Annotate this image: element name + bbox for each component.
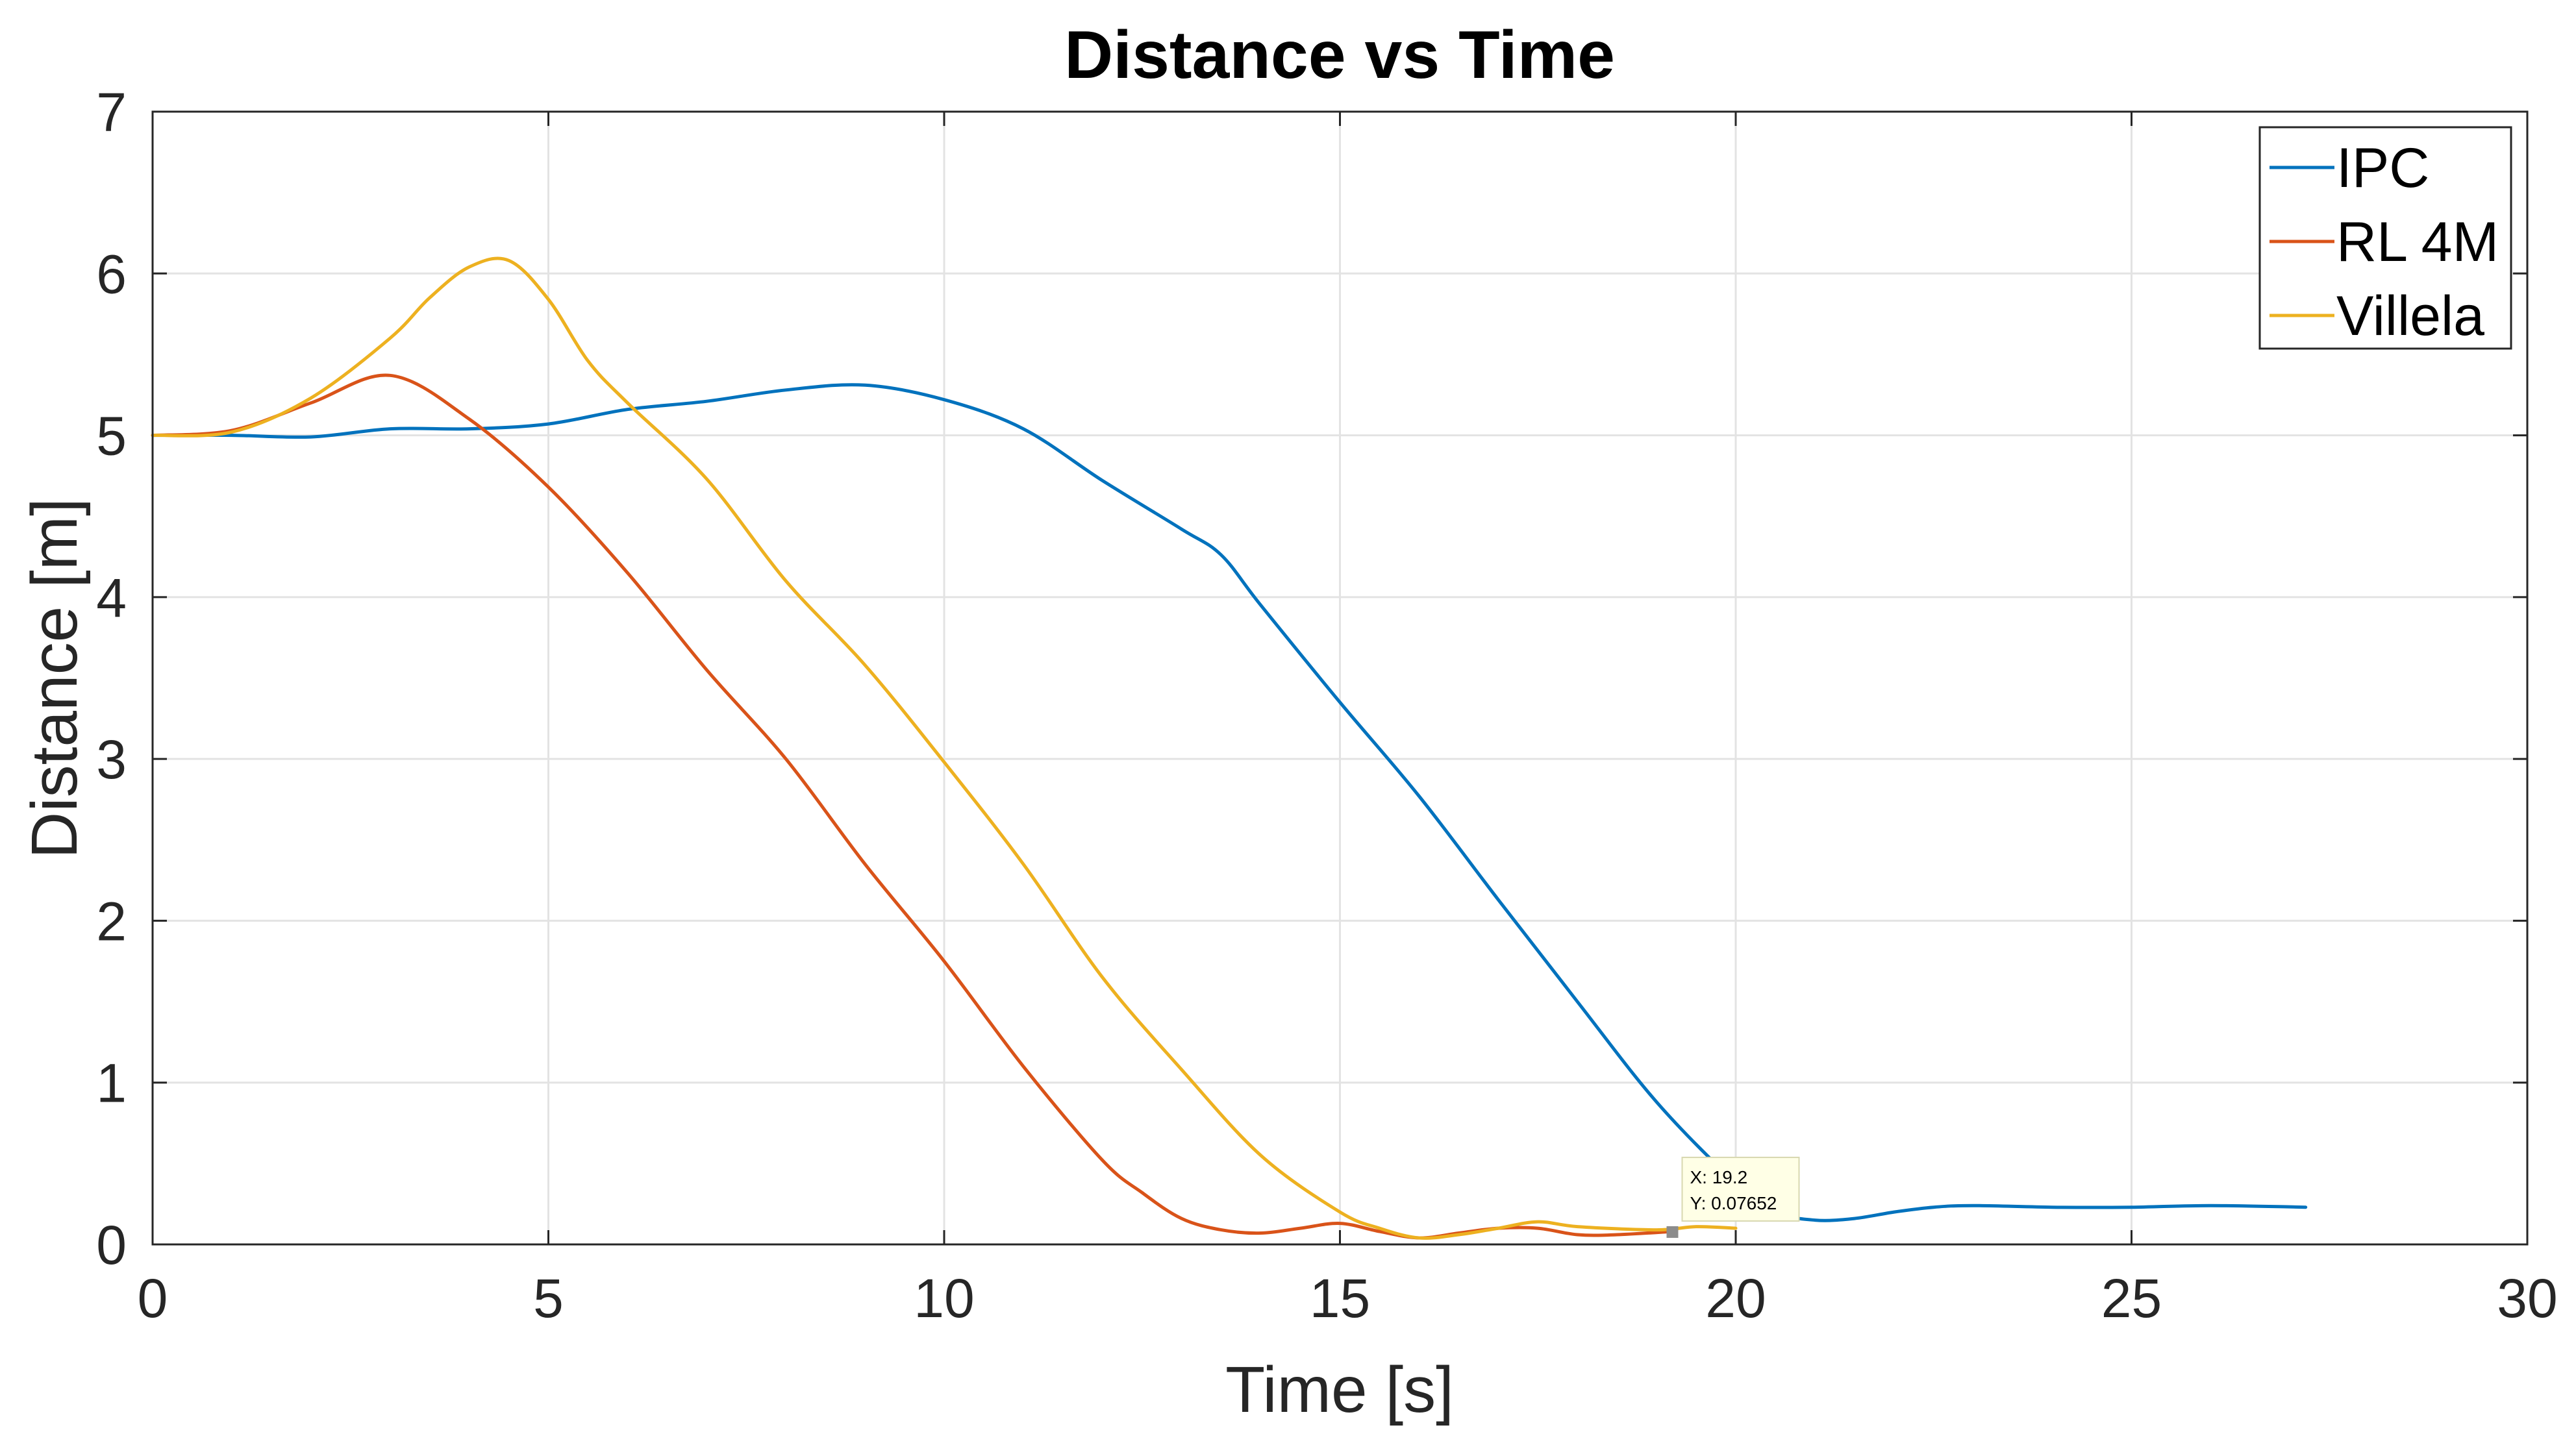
- datatip-x-label: X: 19.2: [1690, 1167, 1747, 1187]
- y-tick-label: 4: [96, 567, 127, 628]
- y-tick-label: 6: [96, 243, 127, 304]
- x-tick-label: 25: [2101, 1268, 2162, 1329]
- x-axis-label: Time [s]: [1225, 1353, 1454, 1426]
- x-tick-label: 5: [533, 1268, 564, 1329]
- y-tick-label: 7: [96, 82, 127, 143]
- y-tick-label: 3: [96, 729, 127, 790]
- tick-labels: 0 5 10 15 20 25 30 0 1 2 3 4 5 6 7: [96, 82, 2557, 1329]
- y-tick-label: 0: [96, 1215, 127, 1276]
- series-line-ipc: [151, 383, 2308, 1222]
- axes-box: [151, 110, 2529, 1246]
- x-tick-label: 20: [1705, 1268, 1766, 1329]
- legend-items: IPC RL 4M Villela: [2270, 137, 2499, 347]
- series-line-rl-4m: [151, 373, 1674, 1240]
- y-tick-label: 5: [96, 406, 127, 467]
- y-tick-label: 1: [96, 1053, 127, 1114]
- x-tick-label: 10: [914, 1268, 974, 1329]
- legend-label-villela: Villela: [2336, 285, 2484, 347]
- datatip-y-label: Y: 0.07652: [1690, 1193, 1777, 1213]
- legend-box: [2258, 126, 2512, 350]
- legend-label-rl-4m: RL 4M: [2336, 211, 2499, 273]
- chart-title: Distance vs Time: [1064, 18, 1615, 93]
- datatip-marker: [1666, 1226, 1679, 1238]
- legend-label-ipc: IPC: [2336, 137, 2429, 199]
- series-lines: [151, 256, 2308, 1240]
- x-tick-label: 15: [1310, 1268, 1370, 1329]
- y-axis-label: Distance [m]: [18, 498, 91, 859]
- datatip[interactable]: X: 19.2 Y: 0.07652: [1666, 1156, 1800, 1238]
- y-tick-label: 2: [96, 891, 127, 952]
- legend[interactable]: IPC RL 4M Villela: [2258, 126, 2512, 350]
- grid: [153, 112, 2527, 1244]
- x-tick-label: 30: [2497, 1268, 2557, 1329]
- series-line-villela: [151, 256, 1738, 1240]
- x-tick-label: 0: [138, 1268, 168, 1329]
- datatip-box: [1681, 1156, 1800, 1222]
